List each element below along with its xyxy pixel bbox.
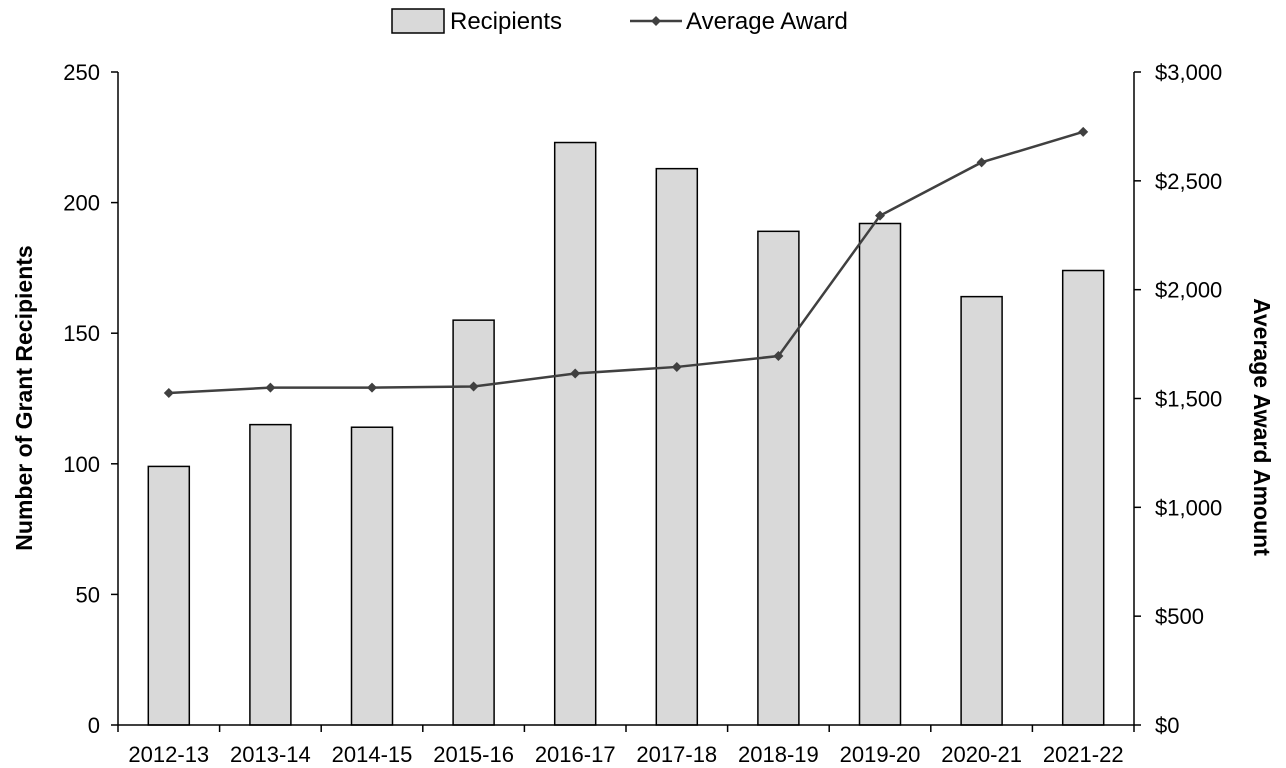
right-tick-label: $2,000	[1155, 278, 1222, 303]
bar-2017-18	[655, 167, 699, 726]
point-2018-19	[773, 351, 784, 362]
legend-label-average-award: Average Award	[686, 8, 848, 35]
legend-swatch-recipients	[391, 8, 445, 34]
right-tick-label: $3,000	[1155, 60, 1222, 85]
left-tick-label: 250	[63, 60, 100, 85]
left-tick-label: 0	[88, 713, 100, 738]
bar-series-recipients	[147, 141, 1105, 726]
right-tick-label: $1,000	[1155, 495, 1222, 520]
bar-2014-15	[350, 426, 394, 726]
left-tick-label: 100	[63, 452, 100, 477]
legend-marker-average-award	[651, 16, 661, 26]
right-tick-label: $2,500	[1155, 169, 1222, 194]
point-2017-18	[671, 361, 682, 372]
left-axis-ticks: 0 50 100 150 200 250	[63, 60, 118, 738]
average-award-line	[168, 130, 1084, 395]
line-series-average-award	[163, 126, 1089, 399]
x-tick-label: 2020-21	[941, 742, 1022, 767]
point-2021-22	[1078, 126, 1089, 137]
right-tick-label: $0	[1155, 713, 1179, 738]
point-2016-17	[570, 368, 581, 379]
x-tick-label: 2016-17	[535, 742, 616, 767]
left-tick-label: 50	[76, 582, 100, 607]
x-tick-label: 2018-19	[738, 742, 819, 767]
bar-2012-13	[147, 465, 191, 726]
point-2013-14	[265, 382, 276, 393]
x-axis-ticks: 2012-13 2013-14 2014-15 2015-16 2016-17 2017-…	[117, 725, 1135, 767]
bar-2018-19	[757, 230, 800, 726]
bar-2016-17	[553, 141, 597, 726]
point-2012-13	[163, 388, 174, 399]
x-tick-label: 2019-20	[840, 742, 921, 767]
left-tick-label: 200	[63, 191, 100, 216]
point-2020-21	[976, 157, 987, 168]
x-tick-label: 2013-14	[230, 742, 311, 767]
x-tick-label: 2015-16	[433, 742, 514, 767]
bar-2015-16	[452, 319, 495, 726]
bar-2020-21	[960, 295, 1003, 726]
left-axis-title: Number of Grant Recipients	[11, 245, 37, 550]
right-tick-label: $500	[1155, 604, 1204, 629]
x-tick-label: 2012-13	[128, 742, 209, 767]
point-2015-16	[468, 381, 479, 392]
bar-2019-20	[858, 222, 902, 726]
left-tick-label: 150	[63, 321, 100, 346]
right-tick-label: $1,500	[1155, 387, 1222, 412]
bar-2013-14	[249, 423, 292, 726]
x-tick-label: 2021-22	[1043, 742, 1124, 767]
bar-2021-22	[1061, 269, 1105, 726]
legend-label-recipients: Recipients	[450, 8, 562, 35]
point-2019-20	[875, 210, 885, 221]
right-axis-title: Average Award Amount	[1249, 298, 1275, 556]
right-axis-ticks: $0 $500 $1,000 $1,500 $2,000 $2,500 $3,000	[1134, 60, 1222, 738]
x-tick-label: 2014-15	[332, 742, 413, 767]
point-2014-15	[367, 382, 377, 393]
legend: Recipients Average Award	[391, 8, 848, 35]
x-tick-label: 2017-18	[636, 742, 717, 767]
